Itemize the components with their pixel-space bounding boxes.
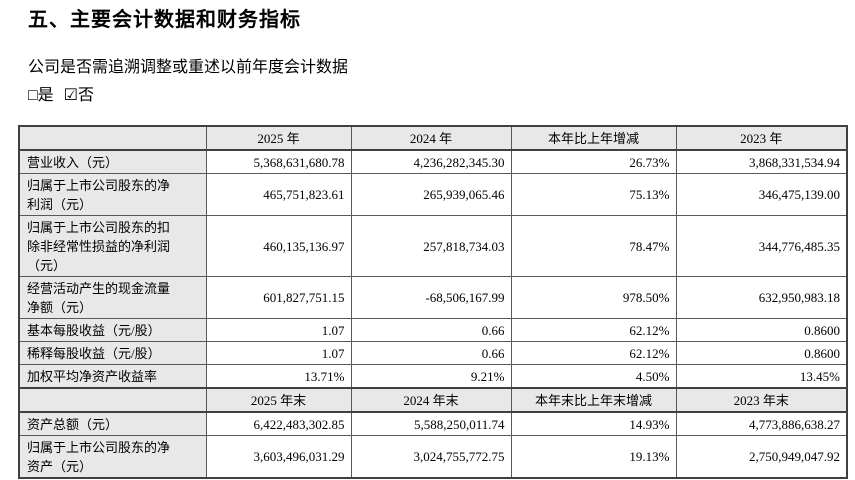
value-cell: 9.21% — [350, 364, 512, 389]
value-cell: 5,368,631,680.78 — [205, 149, 352, 174]
value-cell: 257,818,734.03 — [350, 215, 512, 277]
value-cell: 344,776,485.35 — [675, 215, 848, 277]
table-row: 稀释每股收益（元/股） 1.07 0.66 62.12% 0.8600 — [18, 341, 848, 365]
table-row: 基本每股收益（元/股） 1.07 0.66 62.12% 0.8600 — [18, 318, 848, 342]
value-cell: 4,773,886,638.27 — [675, 411, 848, 436]
table-row: 归属于上市公司股东的净资产（元） 3,603,496,031.29 3,024,75… — [18, 435, 848, 479]
checkbox-yes: □是 — [28, 87, 54, 104]
value-cell: 6,422,483,302.85 — [205, 411, 352, 436]
table-row: 经营活动产生的现金流量净额（元） 601,827,751.15 -68,506,16… — [18, 276, 848, 319]
value-cell: 3,603,496,031.29 — [205, 435, 352, 479]
value-cell: 62.12% — [510, 341, 677, 365]
table-row: 资产总额（元） 6,422,483,302.85 5,588,250,011.74 1… — [18, 411, 848, 436]
row-label: 加权平均净资产收益率 — [18, 364, 207, 389]
value-cell: 14.93% — [510, 411, 677, 436]
value-cell: 465,751,823.61 — [205, 173, 352, 216]
value-cell: 4,236,282,345.30 — [350, 149, 512, 174]
value-cell: 3,868,331,534.94 — [675, 149, 848, 174]
row-label: 归属于上市公司股东的净资产（元） — [18, 435, 207, 479]
header-cell: 2023 年 — [675, 125, 848, 151]
header-cell: 2025 年末 — [205, 387, 352, 413]
value-cell: 265,939,065.46 — [350, 173, 512, 216]
row-label: 资产总额（元） — [18, 411, 207, 436]
row-label: 经营活动产生的现金流量净额（元） — [18, 276, 207, 319]
section-title: 五、主要会计数据和财务指标 — [28, 9, 301, 31]
restatement-answer: □是 ☑否 — [28, 86, 100, 106]
header-cell: 本年末比上年末增减 — [510, 387, 677, 413]
key-financials-table: 2025 年 2024 年本年比上年增减 2023 年营业收入（元） 5,368,63… — [18, 125, 848, 479]
header-cell: 2023 年末 — [675, 387, 848, 413]
row-label: 稀释每股收益（元/股） — [18, 341, 207, 365]
table-row: 归属于上市公司股东的扣除非经常性损益的净利润（元） 460,135,136.97 2… — [18, 215, 848, 277]
value-cell: 62.12% — [510, 318, 677, 342]
value-cell: 632,950,983.18 — [675, 276, 848, 319]
table-header-row: 2025 年 2024 年本年比上年增减 2023 年 — [18, 125, 848, 151]
table-header-row: 2025 年末 2024 年末 本年末比上年末增减 2023 年末 — [18, 387, 848, 413]
value-cell: 0.66 — [350, 318, 512, 342]
header-cell: 本年比上年增减 — [510, 125, 677, 151]
financial-table-body: 2025 年 2024 年本年比上年增减 2023 年营业收入（元） 5,368,63… — [18, 125, 848, 479]
header-cell: 2025 年 — [205, 125, 352, 151]
row-label: 营业收入（元） — [18, 149, 207, 174]
table-row: 归属于上市公司股东的净利润（元） 465,751,823.61 265,939,06… — [18, 173, 848, 216]
value-cell: 78.47% — [510, 215, 677, 277]
header-cell: 2024 年末 — [350, 387, 512, 413]
value-cell: 3,024,755,772.75 — [350, 435, 512, 479]
value-cell: 1.07 — [205, 318, 352, 342]
value-cell: -68,506,167.99 — [350, 276, 512, 319]
value-cell: 1.07 — [205, 341, 352, 365]
value-cell: 460,135,136.97 — [205, 215, 352, 277]
header-cell: 2024 年 — [350, 125, 512, 151]
row-label: 基本每股收益（元/股） — [18, 318, 207, 342]
value-cell: 13.45% — [675, 364, 848, 389]
value-cell: 26.73% — [510, 149, 677, 174]
value-cell: 601,827,751.15 — [205, 276, 352, 319]
row-label: 归属于上市公司股东的扣除非经常性损益的净利润（元） — [18, 215, 207, 277]
value-cell: 13.71% — [205, 364, 352, 389]
value-cell: 75.13% — [510, 173, 677, 216]
value-cell: 346,475,139.00 — [675, 173, 848, 216]
checkbox-no-checked: ☑否 — [63, 87, 95, 104]
value-cell: 4.50% — [510, 364, 677, 389]
value-cell: 5,588,250,011.74 — [350, 411, 512, 436]
header-corner-cell — [18, 125, 207, 151]
table-row: 加权平均净资产收益率 13.71% 9.21% 4.50% 13.45% — [18, 364, 848, 389]
header-corner-cell — [18, 387, 207, 413]
value-cell: 0.66 — [350, 341, 512, 365]
restatement-question: 公司是否需追溯调整或重述以前年度会计数据 — [28, 59, 349, 76]
table-row: 营业收入（元） 5,368,631,680.78 4,236,282,345.30 2… — [18, 149, 848, 174]
row-label: 归属于上市公司股东的净利润（元） — [18, 173, 207, 216]
value-cell: 0.8600 — [675, 341, 848, 365]
value-cell: 2,750,949,047.92 — [675, 435, 848, 479]
value-cell: 0.8600 — [675, 318, 848, 342]
value-cell: 978.50% — [510, 276, 677, 319]
value-cell: 19.13% — [510, 435, 677, 479]
